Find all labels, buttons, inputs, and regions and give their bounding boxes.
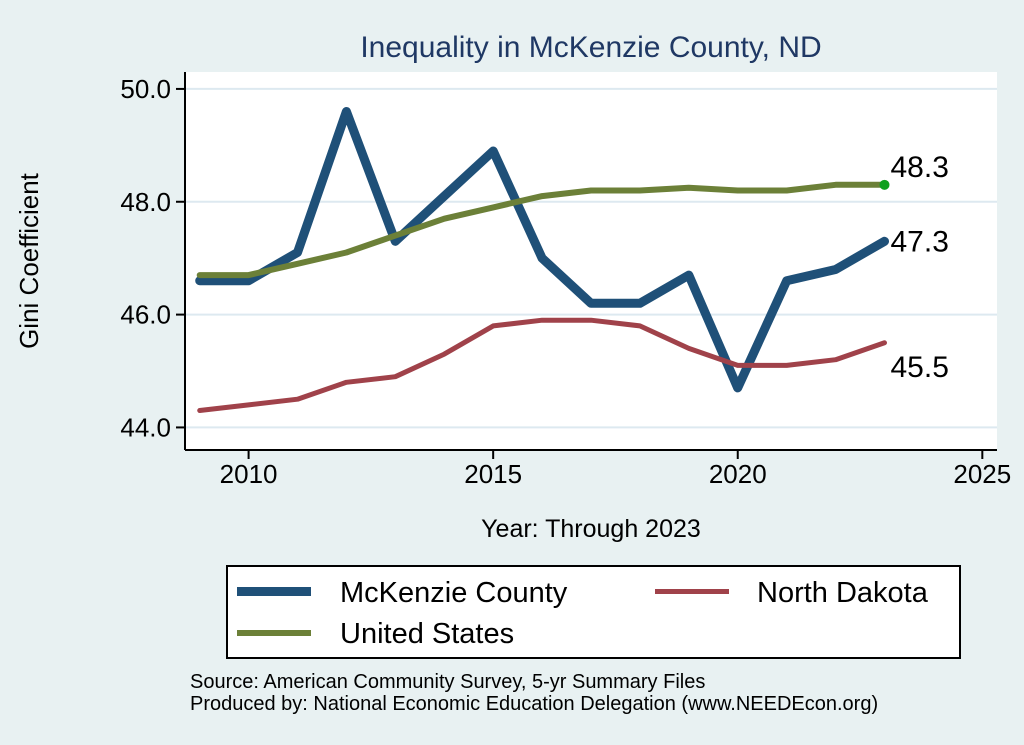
legend-swatch-north-dakota — [655, 589, 729, 594]
produced-by-text: Produced by: National Economic Education… — [190, 693, 878, 715]
y-axis-label: Gini Coefficient — [14, 172, 44, 349]
y-tick-label: 44.0 — [120, 412, 171, 442]
series-end-label-north-dakota: 45.5 — [890, 351, 948, 384]
legend: McKenzie County North Dakota United Stat… — [226, 565, 961, 659]
y-tick-label: 48.0 — [120, 187, 171, 217]
legend-swatch-mckenzie-county — [237, 587, 311, 596]
legend-swatch-united-states — [237, 630, 311, 636]
x-tick-label: 2025 — [953, 459, 1011, 489]
series-line-mckenzie-county — [195, 107, 889, 393]
legend-label-north-dakota: North Dakota — [757, 577, 929, 609]
series-end-label-united-states: 48.3 — [890, 151, 948, 184]
legend-box — [226, 565, 961, 659]
y-tick-label: 50.0 — [120, 74, 171, 104]
chart-title: Inequality in McKenzie County, ND — [360, 31, 821, 64]
series-line-north-dakota — [197, 317, 887, 413]
source-text: Source: American Community Survey, 5-yr … — [190, 671, 705, 693]
x-tick-label: 2015 — [464, 459, 522, 489]
y-tick-label: 46.0 — [120, 300, 171, 330]
x-tick-label: 2020 — [709, 459, 767, 489]
series-line-united-states — [196, 181, 888, 279]
x-axis-label: Year: Through 2023 — [481, 515, 701, 543]
plot-layer: 50.0 48.0 46.0 44.0 2010 2015 2020 2025 47.3 45.5… — [120, 72, 1011, 489]
series-end-marker-united-states — [879, 179, 890, 190]
legend-label-mckenzie-county: McKenzie County — [340, 577, 568, 609]
x-tick-label: 2010 — [220, 459, 278, 489]
legend-label-united-states: United States — [340, 618, 514, 650]
series-end-label-mckenzie-county: 47.3 — [890, 225, 948, 258]
